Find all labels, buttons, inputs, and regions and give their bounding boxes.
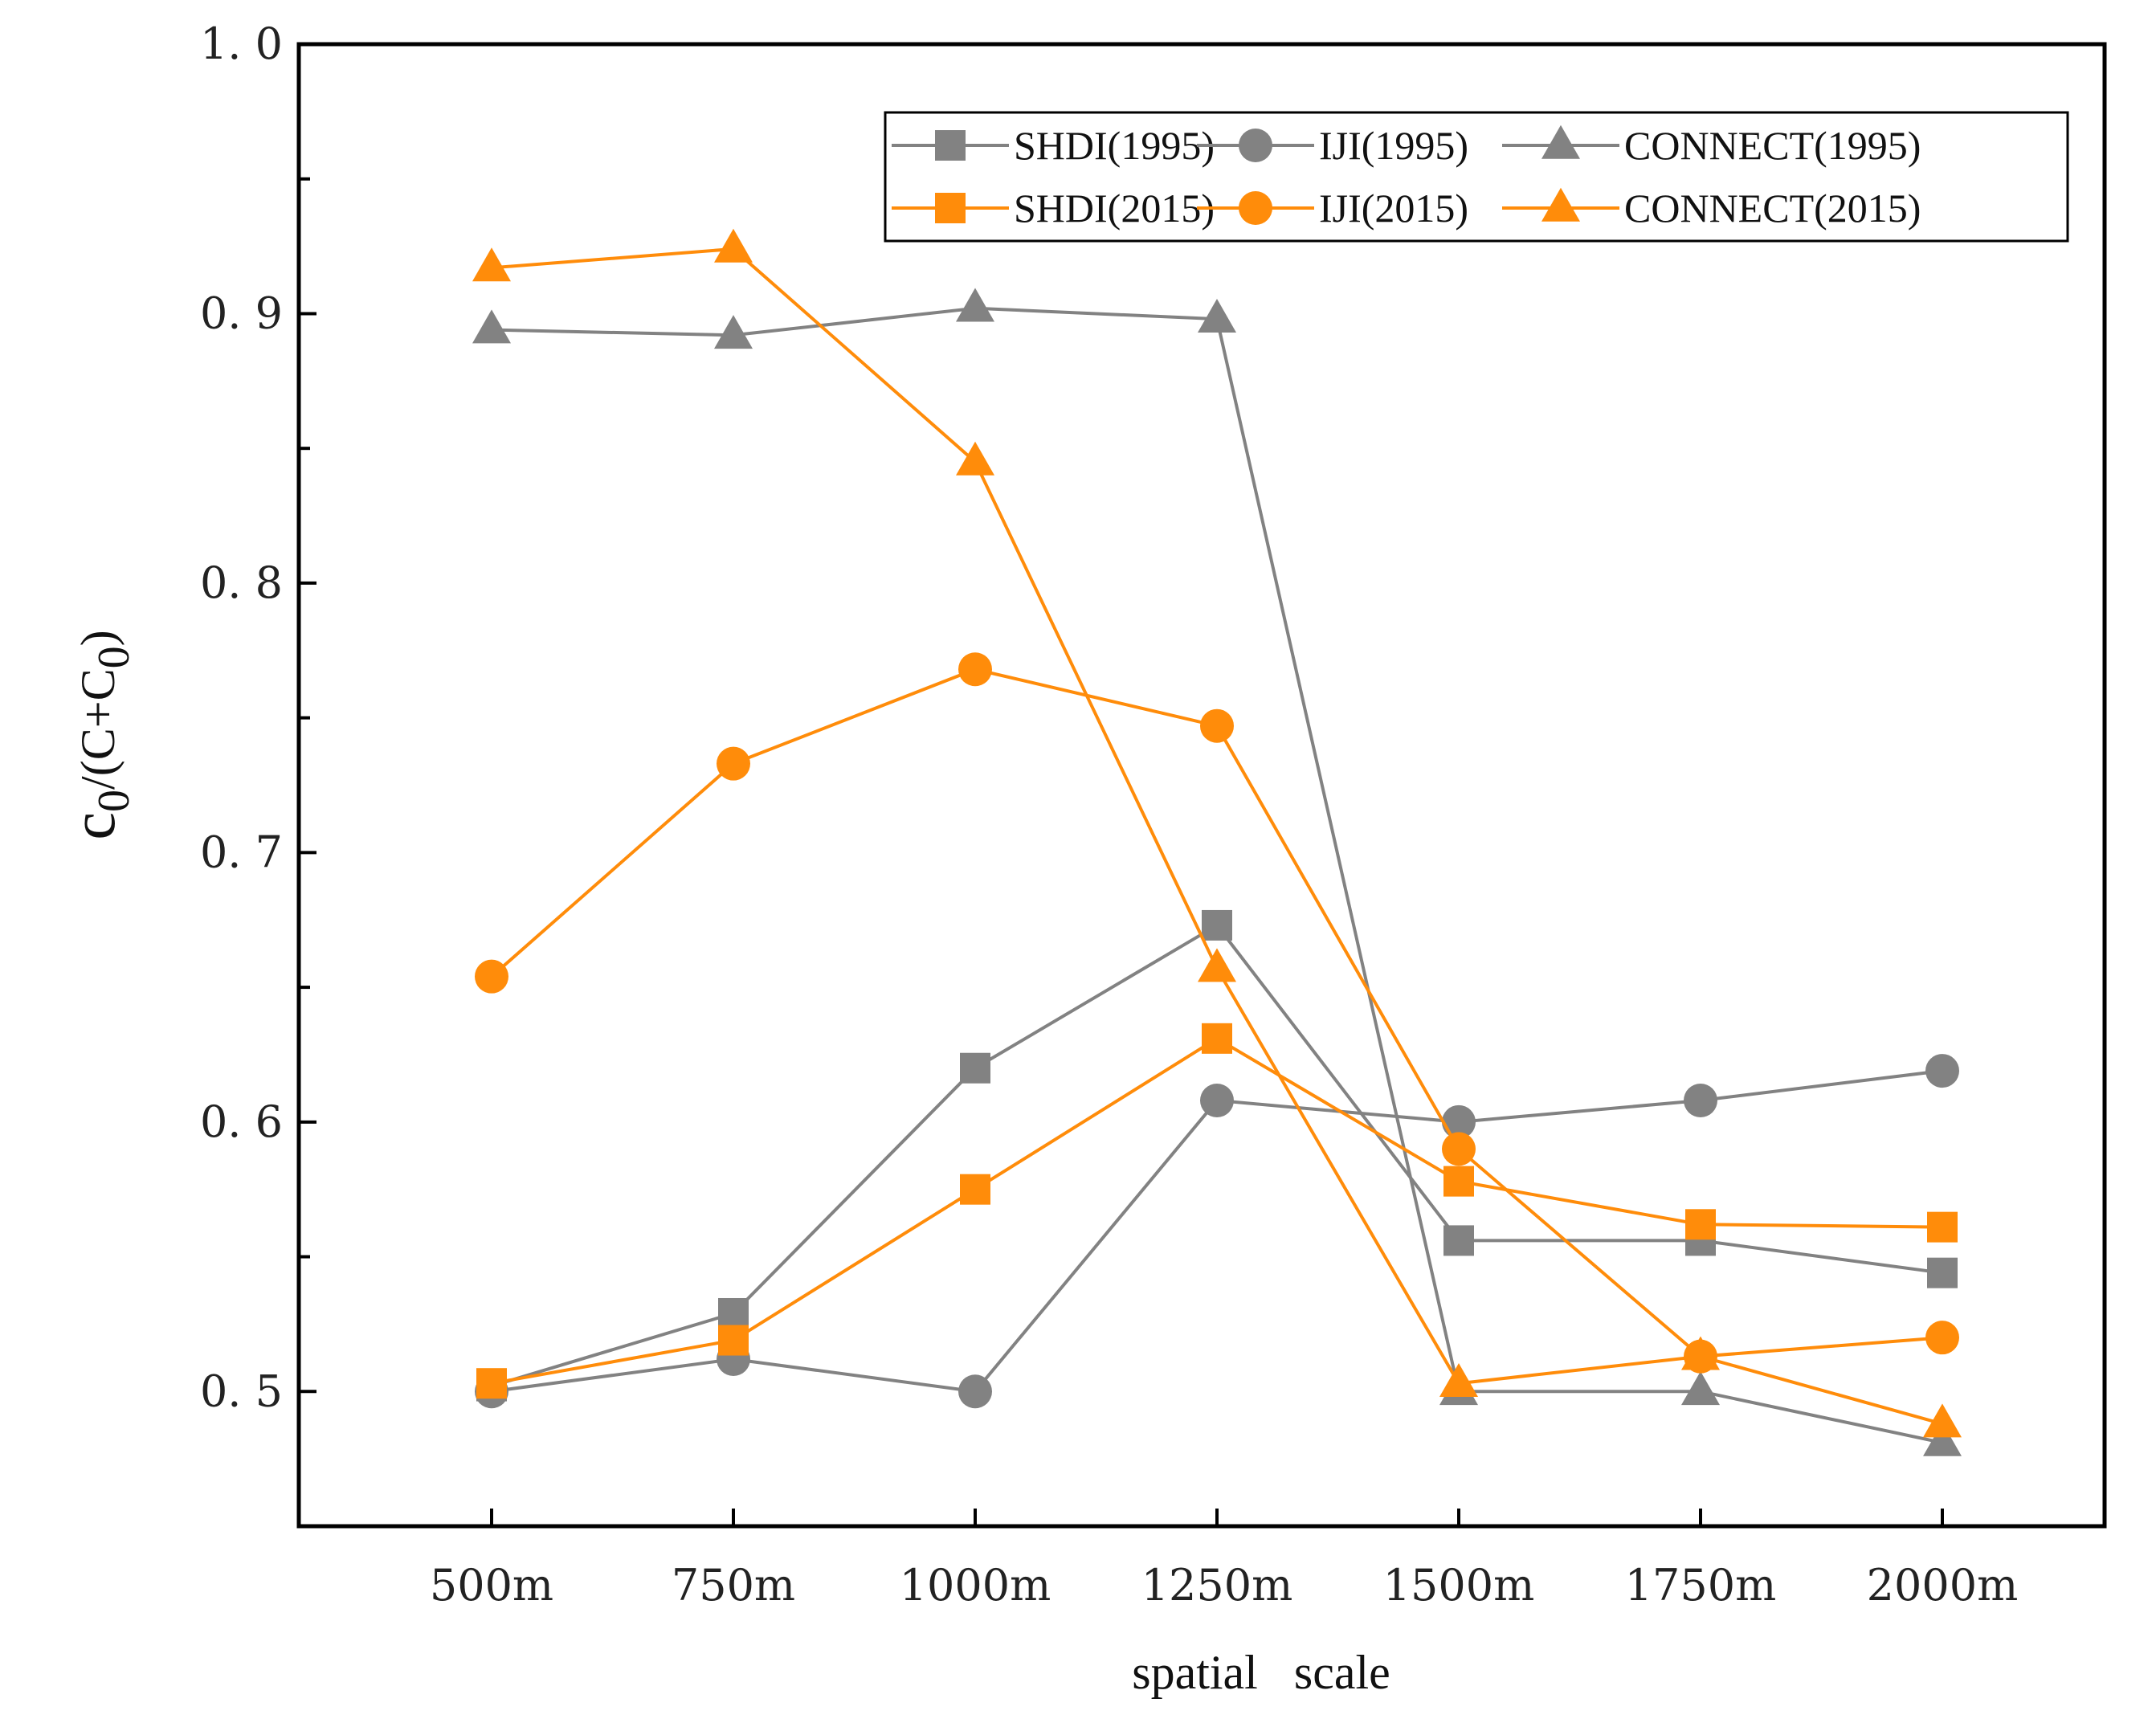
data-point	[1442, 1132, 1476, 1166]
legend-item: SHDI(1995)	[892, 123, 1215, 168]
data-point	[472, 309, 511, 344]
x-tick-label: 1000m	[900, 1560, 1051, 1611]
data-point	[1198, 948, 1236, 982]
legend-item: IJI(2015)	[1197, 186, 1468, 231]
data-point	[1927, 1257, 1958, 1288]
series-line	[491, 923, 1943, 1388]
legend-item: CONNECT(1995)	[1502, 123, 1921, 168]
legend-item: CONNECT(2015)	[1502, 186, 1921, 231]
legend-box	[884, 111, 2069, 243]
data-point	[1927, 1211, 1958, 1243]
data-point	[1681, 1336, 1720, 1370]
legend-label: CONNECT(1995)	[1624, 123, 1921, 168]
legend-item: SHDI(2015)	[892, 186, 1215, 231]
legend-label: IJI(2015)	[1319, 186, 1468, 231]
legend-label: CONNECT(2015)	[1624, 186, 1921, 231]
series-IJI(1995)	[475, 1054, 1959, 1409]
x-axis-title: spatial scale	[1132, 1646, 1390, 1699]
data-point	[718, 1297, 749, 1329]
x-axis: 500m 750m 1000m 1250m 1500m 1750m 2000m	[430, 1509, 2018, 1611]
series-line	[491, 306, 1943, 1444]
x-tick-label: 500m	[430, 1560, 553, 1611]
legend-label: SHDI(2015)	[1014, 186, 1215, 231]
data-point	[960, 1174, 990, 1205]
data-point	[1200, 708, 1234, 743]
x-tick-label: 750m	[672, 1560, 795, 1611]
y-tick-label: 0. 7	[200, 827, 283, 877]
data-point	[476, 1368, 507, 1399]
data-point	[1198, 298, 1236, 333]
data-point	[1442, 1104, 1476, 1139]
series-SHDI(2015)	[476, 1023, 1958, 1399]
y-tick-label: 0. 9	[200, 288, 283, 338]
data-point	[1439, 1363, 1478, 1398]
y-tick-label: 0. 6	[200, 1096, 283, 1147]
data-point	[960, 1052, 990, 1084]
x-tick-label: 2000m	[1867, 1560, 2019, 1611]
series-line	[490, 668, 1943, 1358]
legend-marker	[1239, 129, 1272, 162]
data-point	[1925, 1321, 1959, 1355]
legend: SHDI(1995) IJI(1995) CONNECT(1995) SHDI(201…	[884, 111, 2069, 243]
x-tick-label: 1500m	[1383, 1560, 1535, 1611]
legend-marker	[1541, 187, 1580, 222]
data-point	[1925, 1054, 1959, 1088]
series-layer	[472, 228, 1962, 1456]
data-point	[1923, 1422, 1962, 1456]
legend-marker	[1239, 191, 1272, 225]
legend-label: IJI(1995)	[1319, 123, 1468, 168]
legend-marker	[1541, 125, 1580, 159]
data-point	[1443, 1166, 1474, 1197]
data-point	[958, 652, 992, 687]
data-point	[958, 1374, 992, 1409]
data-point	[1923, 1403, 1962, 1438]
y-axis-title-c: c	[58, 812, 128, 840]
data-point	[956, 441, 994, 476]
y-tick-label: 1. 0	[200, 18, 283, 69]
data-point	[1200, 1083, 1234, 1117]
legend-marker	[935, 130, 966, 161]
series-CONNECT(1995)	[472, 288, 1962, 1456]
y-axis-title-mid: /(C+C	[71, 668, 125, 790]
data-point	[1202, 1023, 1232, 1054]
series-line	[491, 247, 1943, 1426]
data-point	[1685, 1209, 1716, 1240]
series-SHDI(1995)	[476, 909, 1958, 1402]
plot-frame	[296, 42, 2107, 1529]
data-point	[472, 247, 511, 282]
y-axis-title-sub2: 0	[89, 646, 139, 668]
series-IJI(2015)	[475, 652, 1959, 1374]
x-tick-label: 1750m	[1625, 1560, 1777, 1611]
y-tick-label: 0. 8	[200, 557, 283, 608]
x-tick-label: 1250m	[1141, 1560, 1293, 1611]
y-tick-label: 0. 5	[200, 1366, 283, 1416]
y-axis: 0. 5 0. 6 0. 7 0. 8 0. 9 1. 0	[200, 18, 316, 1528]
y-axis-title: c0/(C+C0)	[58, 630, 139, 839]
y-axis-title-end: )	[71, 630, 125, 646]
data-point	[1443, 1225, 1474, 1256]
legend-marker	[935, 193, 966, 223]
data-point	[718, 1325, 749, 1356]
data-point	[1684, 1083, 1717, 1117]
data-point	[956, 288, 994, 322]
legend-label: SHDI(1995)	[1014, 123, 1215, 168]
data-point	[1202, 909, 1232, 941]
data-point	[714, 315, 753, 349]
data-point	[1681, 1371, 1720, 1406]
legend-item: IJI(1995)	[1197, 123, 1468, 168]
data-point	[717, 746, 750, 781]
series-CONNECT(2015)	[472, 228, 1962, 1438]
data-point	[714, 228, 753, 263]
y-axis-title-sub1: 0	[89, 790, 139, 812]
data-point	[475, 959, 508, 994]
